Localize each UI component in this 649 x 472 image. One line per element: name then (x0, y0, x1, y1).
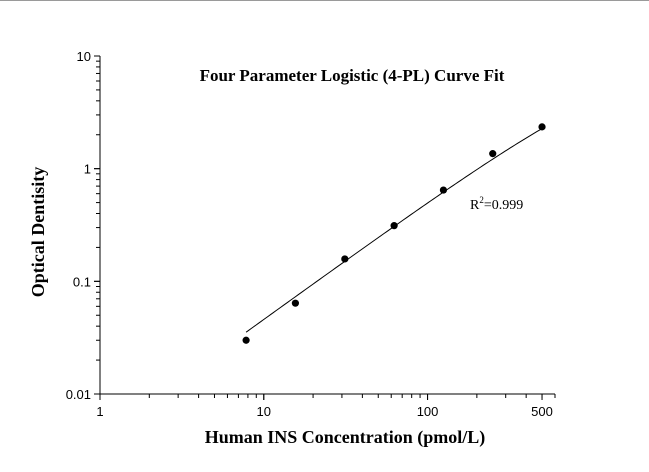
x-tick-label: 1 (96, 404, 103, 419)
fit-curve (245, 128, 543, 333)
data-point (489, 150, 497, 158)
y-tick-label: 0.1 (73, 274, 91, 289)
y-tick-label: 10 (77, 49, 91, 64)
y-tick-label: 1 (84, 162, 91, 177)
data-point (291, 299, 300, 307)
r-letter: R (470, 198, 480, 213)
y-tick-label: 0.01 (66, 387, 91, 402)
data-point (341, 255, 349, 263)
data-points (242, 123, 546, 344)
data-point (538, 123, 546, 131)
chart-title: Four Parameter Logistic (4-PL) Curve Fit (200, 66, 505, 85)
data-point (439, 186, 448, 194)
x-tick-label: 500 (531, 404, 553, 419)
top-border-line (0, 0, 649, 1)
data-point (390, 222, 398, 230)
data-point (242, 336, 250, 344)
x-axis-label: Human INS Concentration (pmol/L) (205, 427, 486, 448)
fit-curve-layer (245, 128, 543, 333)
r-value: =0.999 (484, 198, 523, 213)
r-squared-annotation: R2=0.999 (470, 195, 523, 213)
x-tick-label: 100 (417, 404, 439, 419)
ticks: 1 10 100 500 0.01 0.1 1 10 (66, 49, 556, 419)
y-axis-label: Optical Dentisity (28, 167, 48, 298)
r-exponent: 2 (479, 195, 484, 205)
axes (99, 56, 555, 395)
x-tick-label: 10 (257, 404, 271, 419)
